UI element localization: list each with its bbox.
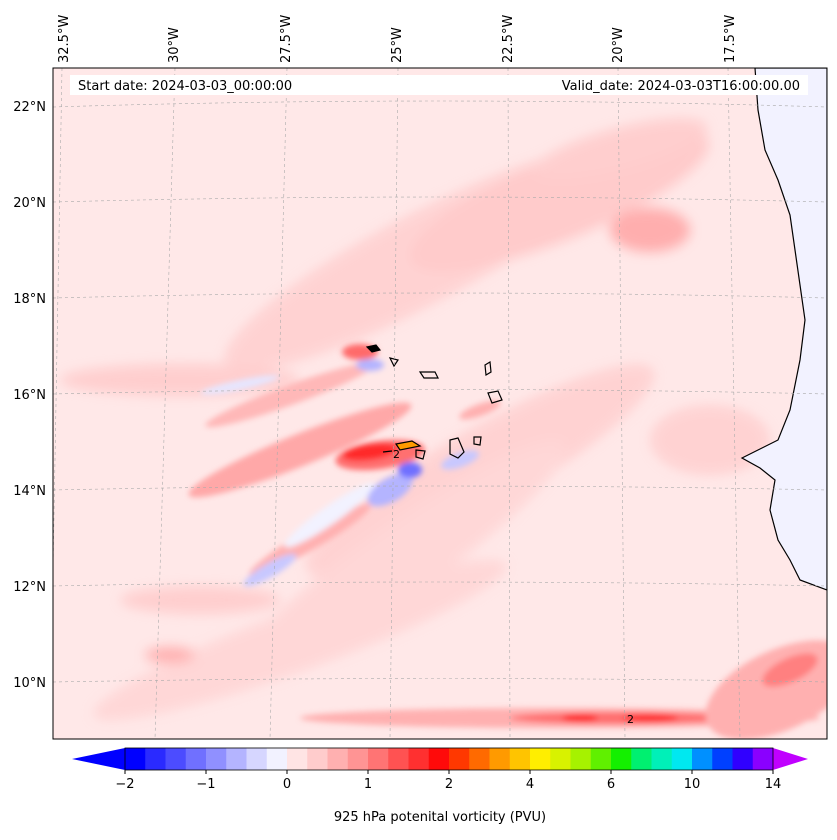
colorbar-tick-label: 14	[765, 777, 782, 792]
latitude-axis: 22°N 20°N 18°N 16°N 14°N 12°N 10°N	[13, 100, 46, 691]
colorbar-tick-label: 1	[364, 777, 372, 792]
colorbar-tick-label: 0	[283, 777, 291, 792]
colorbar-bin	[489, 748, 511, 770]
colorbar-bin	[226, 748, 247, 770]
colorbar-bin	[469, 748, 490, 770]
colorbar-bin	[145, 748, 166, 770]
colorbar-bin	[165, 748, 187, 770]
contour-label: 2	[627, 713, 634, 726]
map-panel: 2 2	[52, 67, 828, 740]
colorbar-tick-label: −2	[115, 777, 134, 792]
colorbar-over-arrow	[773, 748, 808, 770]
lon-label: 17.5°W	[723, 15, 738, 63]
colorbar-bin	[509, 748, 531, 770]
colorbar-bin	[449, 748, 470, 770]
colorbar-bin	[671, 748, 693, 770]
colorbar-bin	[590, 748, 612, 770]
colorbar-bin	[307, 748, 328, 770]
colorbar-bin	[408, 748, 430, 770]
graticule	[53, 68, 827, 739]
colorbar-bin	[428, 748, 450, 770]
colorbar-bin	[752, 748, 774, 770]
africa-land	[740, 68, 827, 591]
colorbar-bin	[692, 748, 713, 770]
colorbar-bin	[327, 748, 349, 770]
colorbar-tick-label: 2	[445, 777, 453, 792]
contour-label: 2	[393, 448, 400, 461]
colorbar-bin	[631, 748, 652, 770]
colorbar-bin	[347, 748, 369, 770]
lat-label: 10°N	[13, 676, 46, 691]
colorbar-bin	[246, 748, 268, 770]
colorbar-bin	[388, 748, 409, 770]
colorbar-bin	[266, 748, 288, 770]
lon-label: 30°W	[167, 27, 182, 63]
valid-date-label: Valid_date: 2024-03-03T16:00:00.00	[562, 79, 800, 94]
date-info-box: Start date: 2024-03-03_00:00:00 Valid_da…	[70, 75, 808, 95]
colorbar-bin	[712, 748, 733, 770]
lon-label: 25°W	[390, 27, 405, 63]
start-date-label: Start date: 2024-03-03_00:00:00	[78, 79, 292, 94]
lat-label: 18°N	[13, 292, 46, 307]
colorbar-ticks: −2 −1 0 1 2 4 6 10 14	[115, 770, 781, 792]
colorbar-bin	[570, 748, 592, 770]
colorbar-title: 925 hPa potenital vorticity (PVU)	[334, 810, 546, 825]
colorbar-bin	[185, 748, 207, 770]
lon-label: 20°W	[611, 27, 626, 63]
colorbar-bin	[530, 748, 551, 770]
colorbar-bin	[550, 748, 571, 770]
colorbar-bin	[287, 748, 308, 770]
longitude-axis: 32.5°W 30°W 27.5°W 25°W 22.5°W 20°W 17.5…	[57, 15, 738, 63]
colorbar-bin	[732, 748, 754, 770]
cape-verde-islands	[365, 344, 503, 460]
colorbar-bin	[368, 748, 389, 770]
lat-label: 12°N	[13, 580, 46, 595]
colorbar-bins	[125, 748, 774, 770]
colorbar-tick-label: 10	[684, 777, 701, 792]
lat-label: 22°N	[13, 100, 46, 115]
lon-label: 32.5°W	[57, 15, 72, 63]
colorbar-bin	[125, 748, 146, 770]
colorbar: −2 −1 0 1 2 4 6 10 14 925 hPa potenital vorticit…	[72, 747, 808, 825]
lon-label: 27.5°W	[279, 15, 294, 63]
colorbar-bin	[611, 748, 632, 770]
map-frame	[52, 67, 828, 740]
colorbar-bin	[206, 748, 227, 770]
map-background	[53, 68, 827, 739]
colorbar-tick-label: 6	[607, 777, 615, 792]
pv-field: 2 2	[53, 68, 827, 739]
colorbar-bin	[651, 748, 673, 770]
lon-label: 22.5°W	[501, 15, 516, 63]
lat-label: 14°N	[13, 484, 46, 499]
colorbar-tick-label: −1	[196, 777, 215, 792]
colorbar-under-arrow	[72, 748, 125, 770]
colorbar-tick-label: 4	[526, 777, 534, 792]
lat-label: 20°N	[13, 196, 46, 211]
lat-label: 16°N	[13, 388, 46, 403]
